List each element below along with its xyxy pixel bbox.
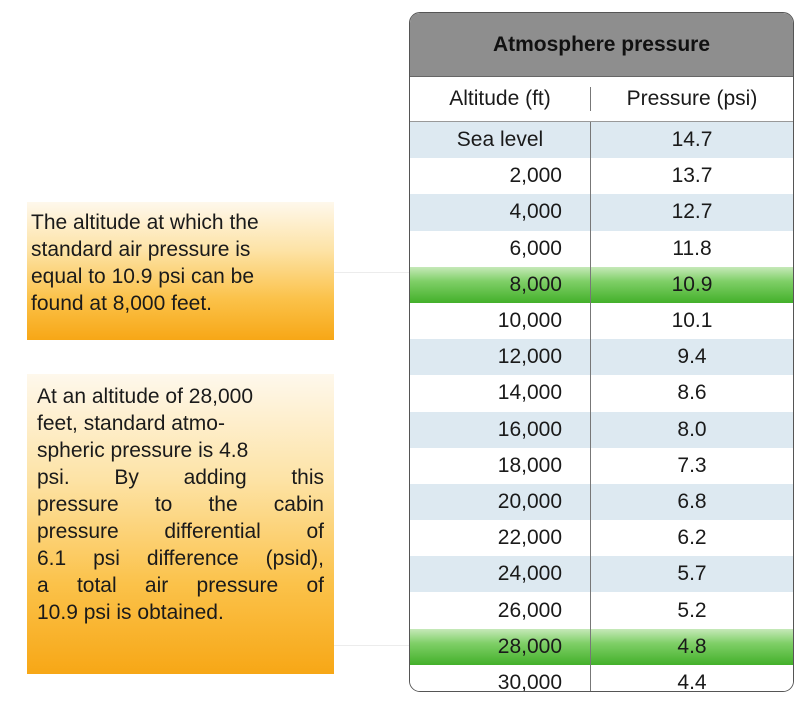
callout-line: equal to 10.9 psi can be bbox=[31, 265, 255, 288]
altitude-cell: 2,000 bbox=[410, 158, 591, 195]
altitude-cell: 8,000 bbox=[410, 266, 591, 303]
altitude-cell: 12,000 bbox=[410, 339, 591, 376]
table-row: 14,000 8.6 bbox=[410, 375, 793, 412]
callout-line: found at 8,000 feet. bbox=[31, 292, 212, 315]
callout-line: a total air pressure of bbox=[37, 574, 324, 597]
callout-line: psi. By adding this bbox=[37, 466, 324, 489]
pressure-cell: 4.8 bbox=[677, 634, 707, 658]
table-row: 30,000 4.4 bbox=[410, 664, 793, 692]
pressure-cell: 14.7 bbox=[671, 128, 713, 152]
pressure-cell: 4.4 bbox=[677, 670, 707, 692]
altitude-cell: 4,000 bbox=[410, 194, 591, 231]
altitude-cell: 16,000 bbox=[410, 411, 591, 448]
altitude-column-header: Altitude (ft) bbox=[410, 87, 591, 111]
pressure-cell: 10.1 bbox=[671, 309, 713, 333]
connector-line-28000 bbox=[334, 645, 409, 646]
table-row: 12,000 9.4 bbox=[410, 339, 793, 376]
callout-28000ft: At an altitude of 28,000 feet, standard … bbox=[27, 374, 334, 674]
altitude-cell: 18,000 bbox=[410, 447, 591, 484]
table-row: 4,000 12.7 bbox=[410, 194, 793, 231]
altitude-cell: 24,000 bbox=[410, 556, 591, 593]
altitude-cell: 20,000 bbox=[410, 483, 591, 521]
pressure-cell: 6.8 bbox=[677, 489, 707, 513]
table-body: Sea level 14.7 2,000 13.7 4,000 12.7 6,000 11.8… bbox=[410, 122, 793, 692]
pressure-cell: 5.2 bbox=[677, 598, 707, 622]
table-row: 20,000 6.8 bbox=[410, 483, 793, 521]
table-row: 18,000 7.3 bbox=[410, 447, 793, 484]
altitude-cell: 14,000 bbox=[410, 375, 591, 412]
table-row: 8,000 10.9 bbox=[410, 266, 793, 303]
pressure-cell: 5.7 bbox=[677, 562, 707, 586]
table-row: 16,000 8.0 bbox=[410, 411, 793, 448]
callout-8000ft: The altitude at which the standard air p… bbox=[27, 202, 334, 340]
pressure-cell: 10.9 bbox=[671, 272, 713, 296]
callout-line: spheric pressure is 4.8 bbox=[37, 439, 249, 462]
pressure-cell: 9.4 bbox=[677, 345, 707, 369]
callout-line: pressure to the cabin bbox=[37, 493, 324, 516]
pressure-cell: 11.8 bbox=[672, 236, 712, 260]
pressure-cell: 8.0 bbox=[677, 417, 707, 441]
callout-line: standard air pressure is bbox=[31, 238, 251, 261]
atmosphere-pressure-table: Atmosphere pressure Altitude (ft) Pressu… bbox=[409, 12, 794, 692]
pressure-cell: 7.3 bbox=[677, 453, 707, 477]
callout-line: The altitude at which the bbox=[31, 211, 259, 234]
table-title-text: Atmosphere pressure bbox=[492, 32, 711, 56]
altitude-cell: 10,000 bbox=[410, 302, 591, 340]
callout-line: 10.9 psi is obtained. bbox=[37, 601, 224, 624]
connector-line-8000 bbox=[334, 272, 409, 273]
callout-line: feet, standard atmo- bbox=[37, 412, 225, 435]
table-row: 24,000 5.7 bbox=[410, 556, 793, 593]
pressure-column-header: Pressure (psi) bbox=[626, 87, 758, 110]
pressure-cell: 8.6 bbox=[677, 381, 707, 405]
table-row: Sea level 14.7 bbox=[410, 122, 793, 159]
callout-line: At an altitude of 28,000 bbox=[37, 385, 253, 408]
table-row: 22,000 6.2 bbox=[410, 520, 793, 557]
table-title: Atmosphere pressure bbox=[410, 13, 793, 77]
altitude-cell: 6,000 bbox=[410, 230, 591, 267]
column-header-row: Altitude (ft) Pressure (psi) bbox=[410, 77, 793, 122]
altitude-cell: Sea level bbox=[410, 122, 591, 159]
table-row: 26,000 5.2 bbox=[410, 592, 793, 629]
altitude-cell: 26,000 bbox=[410, 592, 591, 629]
altitude-cell: 28,000 bbox=[410, 628, 591, 665]
table-row: 6,000 11.8 bbox=[410, 230, 793, 267]
pressure-cell: 13.7 bbox=[671, 164, 713, 188]
pressure-cell: 6.2 bbox=[677, 526, 707, 550]
table-row: 2,000 13.7 bbox=[410, 158, 793, 195]
callout-line: pressure differential of bbox=[37, 520, 324, 543]
callout-line: 6.1 psi difference (psid), bbox=[37, 547, 324, 570]
altitude-cell: 30,000 bbox=[410, 664, 591, 691]
table-row: 10,000 10.1 bbox=[410, 302, 793, 340]
table-row: 28,000 4.8 bbox=[410, 628, 793, 665]
altitude-cell: 22,000 bbox=[410, 520, 591, 557]
pressure-cell: 12.7 bbox=[671, 200, 713, 224]
